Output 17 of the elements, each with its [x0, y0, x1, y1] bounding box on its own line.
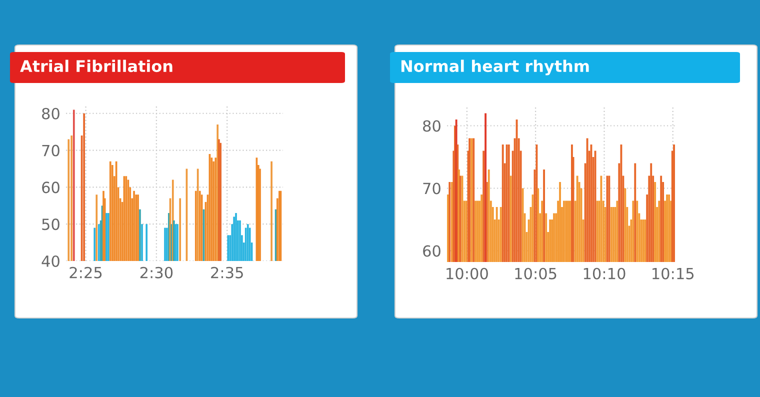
x-tick-label: 2:35 — [211, 266, 243, 278]
y-tick-label: 70 — [42, 144, 60, 156]
y-tick-label: 50 — [42, 218, 60, 230]
x-tick-label: 10:10 — [584, 268, 626, 280]
y-tick-label: 60 — [423, 245, 440, 257]
y-tick-label: 60 — [42, 182, 60, 194]
x-tick-label: 2:25 — [70, 266, 102, 278]
y-tick-label: 80 — [42, 108, 60, 120]
y-tick-label: 80 — [423, 120, 440, 132]
x-tick-label: 10:15 — [652, 268, 694, 280]
y-tick-label: 40 — [42, 255, 60, 268]
x-tick-label: 2:30 — [140, 266, 173, 278]
x-tick-label: 10:00 — [446, 268, 488, 280]
chart-title: Atrial Fibrillation — [20, 60, 172, 72]
chart-title: Normal heart rhythm — [401, 60, 589, 76]
y-tick-label: 70 — [423, 182, 440, 194]
x-tick-label: 10:05 — [515, 268, 556, 280]
